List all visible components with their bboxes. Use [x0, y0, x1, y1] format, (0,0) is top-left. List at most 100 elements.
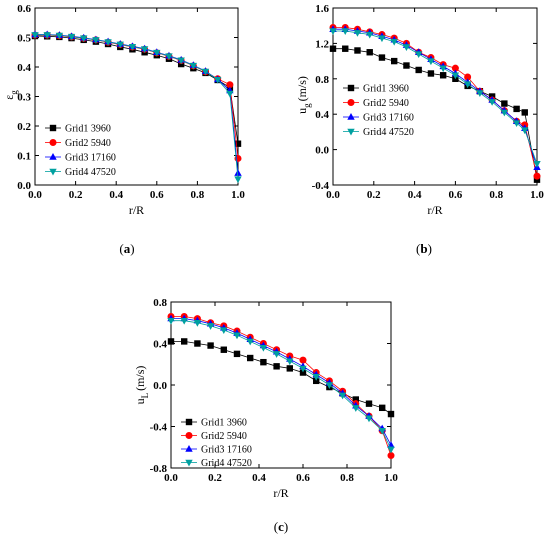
x-tick-label: 1.0: [384, 472, 398, 484]
y-axis-label: uL (m/s): [133, 366, 150, 405]
data-point: [439, 65, 447, 73]
legend-label: Grid1 3960: [363, 84, 409, 95]
legend-label: Grid4 47520: [65, 167, 116, 178]
data-point: [299, 369, 307, 376]
data-point: [259, 344, 268, 352]
legend-label: Grid2 5940: [363, 98, 409, 109]
x-tick-label: 0.4: [109, 189, 123, 201]
y-tick-label: -0.4: [150, 422, 168, 434]
data-point: [476, 90, 484, 97]
y-tick-label: 0.0: [315, 145, 329, 157]
data-point: [488, 99, 496, 106]
chart-panel-b: 0.0 0.2 0.4 0.6 0.8 1.0-0.40.00.40.81.21.6r/R…: [295, 3, 544, 217]
data-point: [391, 57, 398, 65]
legend-label: Grid3 17160: [363, 113, 414, 124]
data-point: [414, 51, 423, 59]
legend-marker: [185, 459, 193, 467]
y-tick-label: 0.6: [17, 3, 31, 15]
y-tick-label: 0.0: [17, 180, 31, 192]
data-point: [500, 109, 509, 117]
y-tick-label: 0.5: [17, 33, 31, 45]
data-point: [177, 57, 185, 65]
data-point: [387, 410, 395, 418]
data-point: [31, 32, 39, 39]
data-point: [402, 44, 411, 51]
data-point: [439, 72, 447, 79]
data-point: [220, 346, 227, 353]
series-2: [329, 23, 541, 180]
data-point: [233, 350, 241, 358]
series-1: [167, 338, 395, 418]
data-point: [415, 66, 422, 74]
legend-label: Grid3 17160: [65, 153, 116, 164]
data-point: [246, 338, 254, 346]
caption-close: ): [130, 241, 134, 256]
data-point: [313, 377, 320, 385]
series-4: [167, 317, 395, 454]
data-point: [140, 46, 149, 54]
data-point: [116, 41, 124, 49]
data-point: [354, 47, 361, 54]
data-point: [194, 340, 201, 347]
data-point: [201, 68, 210, 76]
caption-close: ): [284, 519, 288, 534]
legend-label: Grid4 47520: [363, 127, 414, 138]
caption-letter: a: [124, 241, 131, 256]
panel-caption: (b): [416, 241, 432, 256]
data-point: [167, 338, 175, 345]
y-tick-label: 0.0: [153, 380, 167, 392]
data-point: [379, 404, 386, 412]
x-tick-label: 1.0: [530, 189, 544, 201]
data-point: [365, 400, 373, 407]
data-point: [512, 120, 521, 128]
data-point: [338, 392, 347, 400]
legend-label: Grid1 3960: [65, 124, 111, 135]
y-axis-subscript: g: [9, 90, 19, 95]
x-tick-label: 0.4: [408, 189, 422, 201]
y-axis-symbol: ε: [2, 95, 16, 100]
x-tick-label: 0.8: [489, 189, 503, 201]
chart-panel-a: 0.0 0.2 0.4 0.6 0.8 1.0 0.0 0.1 0.2 0.3 0.4 0.5 0.6 r…: [2, 3, 245, 217]
legend-marker: [49, 124, 57, 132]
caption-letter: c: [278, 519, 284, 534]
data-point: [128, 43, 137, 51]
y-tick-label: 0.8: [315, 74, 329, 86]
data-point: [427, 58, 435, 66]
data-point: [165, 53, 173, 61]
x-tick-label: 0.8: [191, 189, 205, 201]
data-point: [234, 176, 242, 184]
data-point: [299, 365, 307, 373]
x-tick-label: 0.8: [340, 472, 354, 484]
legend-marker: [49, 153, 57, 160]
y-tick-label: 0.4: [153, 339, 167, 351]
data-point: [214, 76, 222, 84]
data-point: [325, 382, 334, 389]
y-axis-subscript: L: [140, 393, 150, 399]
caption-open: (: [416, 241, 420, 256]
data-point: [521, 127, 529, 135]
data-point: [189, 62, 198, 70]
data-point: [533, 161, 541, 168]
x-tick-label: 0.0: [164, 472, 178, 484]
y-axis-symbol: u: [133, 398, 147, 404]
data-point: [92, 37, 100, 44]
data-point: [427, 70, 435, 77]
data-point: [342, 45, 349, 52]
data-point: [521, 109, 528, 116]
data-point: [207, 342, 214, 349]
y-tick-label: 1.2: [315, 38, 329, 50]
data-point: [180, 317, 188, 325]
x-tick-label: 0.6: [449, 189, 463, 201]
data-point: [234, 169, 242, 176]
y-axis-label: ug (m/s): [295, 76, 312, 114]
series-2: [31, 31, 242, 162]
data-point: [312, 374, 320, 381]
legend-label: Grid2 5940: [201, 431, 247, 442]
data-point: [365, 415, 373, 423]
caption-open: (: [274, 519, 278, 534]
plot-frame: [332, 7, 538, 186]
data-point: [378, 35, 386, 43]
data-point: [352, 405, 360, 412]
data-point: [533, 176, 541, 183]
